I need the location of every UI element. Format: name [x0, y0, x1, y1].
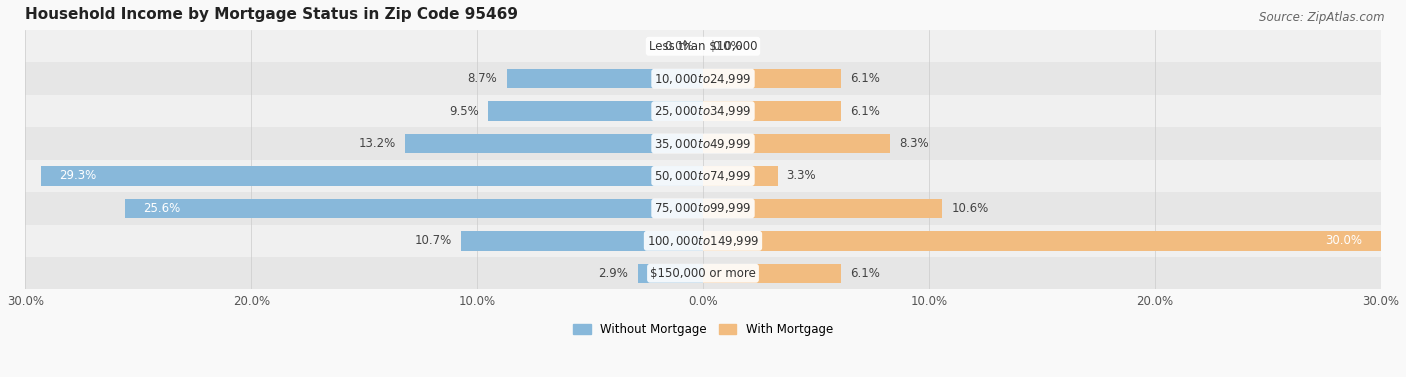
- Bar: [125, 199, 703, 218]
- Bar: [25, 225, 1381, 257]
- Legend: Without Mortgage, With Mortgage: Without Mortgage, With Mortgage: [568, 318, 838, 341]
- Bar: [461, 231, 703, 251]
- Bar: [405, 134, 703, 153]
- Text: $50,000 to $74,999: $50,000 to $74,999: [654, 169, 752, 183]
- Text: $25,000 to $34,999: $25,000 to $34,999: [654, 104, 752, 118]
- Bar: [703, 231, 1381, 251]
- Bar: [25, 95, 1381, 127]
- Bar: [703, 199, 942, 218]
- Text: 8.7%: 8.7%: [468, 72, 498, 85]
- Text: 25.6%: 25.6%: [143, 202, 180, 215]
- Bar: [488, 101, 703, 121]
- Bar: [703, 264, 841, 283]
- Text: $35,000 to $49,999: $35,000 to $49,999: [654, 136, 752, 150]
- Bar: [703, 166, 778, 186]
- Text: 29.3%: 29.3%: [59, 170, 97, 182]
- Bar: [25, 192, 1381, 225]
- Text: $10,000 to $24,999: $10,000 to $24,999: [654, 72, 752, 86]
- Text: $150,000 or more: $150,000 or more: [650, 267, 756, 280]
- Text: 6.1%: 6.1%: [849, 105, 880, 118]
- Bar: [25, 63, 1381, 95]
- Bar: [41, 166, 703, 186]
- Text: 9.5%: 9.5%: [450, 105, 479, 118]
- Text: Less than $10,000: Less than $10,000: [648, 40, 758, 53]
- Text: 6.1%: 6.1%: [849, 72, 880, 85]
- Text: $100,000 to $149,999: $100,000 to $149,999: [647, 234, 759, 248]
- Text: 30.0%: 30.0%: [1326, 234, 1362, 247]
- Text: 2.9%: 2.9%: [599, 267, 628, 280]
- Bar: [25, 127, 1381, 160]
- Bar: [703, 69, 841, 89]
- Text: 10.7%: 10.7%: [415, 234, 453, 247]
- Text: 0.0%: 0.0%: [711, 40, 741, 53]
- Text: Household Income by Mortgage Status in Zip Code 95469: Household Income by Mortgage Status in Z…: [25, 7, 519, 22]
- Text: 10.6%: 10.6%: [952, 202, 988, 215]
- Text: 0.0%: 0.0%: [665, 40, 695, 53]
- Text: 3.3%: 3.3%: [786, 170, 817, 182]
- Text: 6.1%: 6.1%: [849, 267, 880, 280]
- Text: $75,000 to $99,999: $75,000 to $99,999: [654, 201, 752, 215]
- Bar: [703, 101, 841, 121]
- Text: 8.3%: 8.3%: [900, 137, 929, 150]
- Bar: [506, 69, 703, 89]
- Bar: [703, 134, 890, 153]
- Bar: [25, 30, 1381, 63]
- Bar: [637, 264, 703, 283]
- Text: 13.2%: 13.2%: [359, 137, 396, 150]
- Text: Source: ZipAtlas.com: Source: ZipAtlas.com: [1260, 11, 1385, 24]
- Bar: [25, 160, 1381, 192]
- Bar: [25, 257, 1381, 290]
